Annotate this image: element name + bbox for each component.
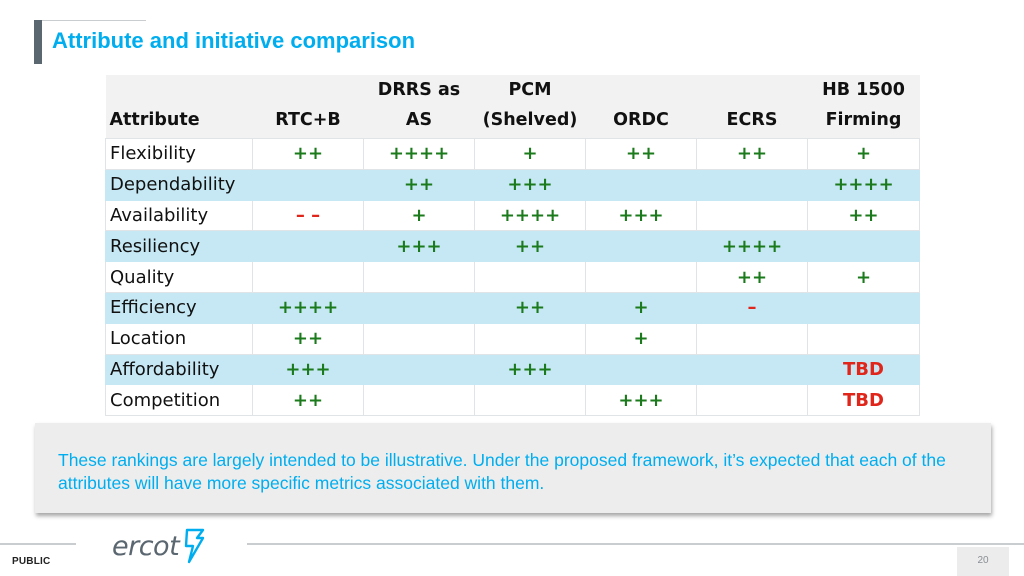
attribute-cell: Resiliency bbox=[105, 230, 253, 263]
rating-cell: ++++ bbox=[696, 230, 808, 263]
attribute-cell: Availability bbox=[105, 199, 253, 232]
attribute-cell: Flexibility bbox=[105, 138, 253, 170]
attribute-cell: Dependability bbox=[105, 168, 253, 201]
column-header: HB 1500 Firming bbox=[807, 75, 920, 139]
rating-cell bbox=[474, 384, 586, 417]
column-header: ECRS bbox=[696, 75, 808, 139]
table-row: Affordability +++ +++ TBD bbox=[105, 353, 920, 386]
note-box: These rankings are largely intended to b… bbox=[35, 423, 991, 513]
rating-cell: ++++ bbox=[474, 199, 586, 232]
rating-cell bbox=[807, 230, 920, 263]
column-header: DRRS as AS bbox=[363, 75, 475, 139]
logo-wordmark: ercot bbox=[112, 530, 180, 562]
rating-cell: + bbox=[363, 199, 475, 232]
rating-cell bbox=[363, 353, 475, 386]
rating-cell: ++ bbox=[252, 384, 364, 417]
rating-cell: TBD bbox=[807, 353, 920, 386]
rating-cell bbox=[696, 353, 808, 386]
rating-cell: ++ bbox=[474, 291, 586, 324]
attribute-cell: Competition bbox=[105, 384, 253, 417]
title-accent-bar bbox=[34, 20, 42, 64]
rating-cell: +++ bbox=[363, 230, 475, 263]
attribute-cell: Location bbox=[105, 322, 253, 355]
rating-cell: +++ bbox=[252, 353, 364, 386]
table-row: Competition ++ +++ TBD bbox=[105, 384, 920, 417]
attribute-cell: Affordability bbox=[105, 353, 253, 386]
rating-cell: + bbox=[807, 261, 920, 293]
rating-cell bbox=[363, 261, 475, 293]
rating-cell: ++++ bbox=[252, 291, 364, 324]
rating-cell bbox=[696, 168, 808, 201]
rating-cell bbox=[696, 199, 808, 232]
column-header: RTC+B bbox=[252, 75, 364, 139]
rating-cell bbox=[474, 261, 586, 293]
rating-cell: ++ bbox=[252, 322, 364, 355]
rating-cell: ++++ bbox=[807, 168, 920, 201]
footer-rule-right bbox=[247, 543, 1024, 545]
rating-cell bbox=[363, 384, 475, 417]
rating-cell: + bbox=[807, 138, 920, 170]
rating-cell bbox=[363, 291, 475, 324]
note-text: These rankings are largely intended to b… bbox=[58, 450, 946, 493]
rating-cell bbox=[474, 322, 586, 355]
table-row: Availability – – + ++++ +++ ++ bbox=[105, 199, 920, 232]
table-row: Efficiency ++++ ++ + – bbox=[105, 291, 920, 324]
table-row: Resiliency +++ ++ ++++ bbox=[105, 230, 920, 263]
table-row: Location ++ + bbox=[105, 322, 920, 355]
table-row: Quality ++ + bbox=[105, 261, 920, 293]
rating-cell: – bbox=[696, 291, 808, 324]
ercot-logo: ercot bbox=[112, 528, 207, 564]
rating-cell bbox=[807, 322, 920, 355]
rating-cell bbox=[252, 168, 364, 201]
column-header: PCM (Shelved) bbox=[474, 75, 586, 139]
rating-cell: ++ bbox=[363, 168, 475, 201]
rating-cell: ++ bbox=[696, 138, 808, 170]
rating-cell: +++ bbox=[474, 353, 586, 386]
rating-cell: ++ bbox=[807, 199, 920, 232]
rating-cell bbox=[585, 230, 697, 263]
title-top-rule bbox=[42, 20, 146, 21]
column-header: Attribute bbox=[105, 75, 253, 139]
rating-cell bbox=[363, 322, 475, 355]
rating-cell: ++ bbox=[585, 138, 697, 170]
rating-cell: ++++ bbox=[363, 138, 475, 170]
rating-cell: ++ bbox=[252, 138, 364, 170]
rating-cell bbox=[252, 261, 364, 293]
rating-cell: +++ bbox=[474, 168, 586, 201]
table-row: Dependability ++ +++ ++++ bbox=[105, 168, 920, 201]
rating-cell: + bbox=[585, 322, 697, 355]
rating-cell: + bbox=[585, 291, 697, 324]
page-title: Attribute and initiative comparison bbox=[52, 28, 416, 53]
column-header: ORDC bbox=[585, 75, 697, 139]
rating-cell bbox=[585, 168, 697, 201]
rating-cell bbox=[252, 230, 364, 263]
rating-cell bbox=[585, 353, 697, 386]
rating-cell bbox=[696, 322, 808, 355]
classification-label: PUBLIC bbox=[12, 556, 51, 567]
footer-rule-left bbox=[0, 543, 76, 545]
attribute-cell: Quality bbox=[105, 261, 253, 293]
table-row: Flexibility ++ ++++ + ++ ++ + bbox=[105, 138, 920, 170]
attribute-cell: Efficiency bbox=[105, 291, 253, 324]
rating-cell: + bbox=[474, 138, 586, 170]
rating-cell: TBD bbox=[807, 384, 920, 417]
rating-cell: – – bbox=[252, 199, 364, 232]
rating-cell bbox=[696, 384, 808, 417]
lightning-bolt-icon bbox=[184, 528, 205, 564]
rating-cell bbox=[585, 261, 697, 293]
comparison-table: Attribute RTC+B DRRS as AS PCM (Shelved) ORD… bbox=[105, 75, 920, 417]
rating-cell: +++ bbox=[585, 199, 697, 232]
page-number: 20 bbox=[977, 555, 989, 566]
rating-cell bbox=[807, 291, 920, 324]
page-number-box: 20 bbox=[957, 547, 1009, 576]
rating-cell: ++ bbox=[474, 230, 586, 263]
rating-cell: +++ bbox=[585, 384, 697, 417]
header-row: Attribute RTC+B DRRS as AS PCM (Shelved) ORD… bbox=[105, 75, 920, 139]
rating-cell: ++ bbox=[696, 261, 808, 293]
